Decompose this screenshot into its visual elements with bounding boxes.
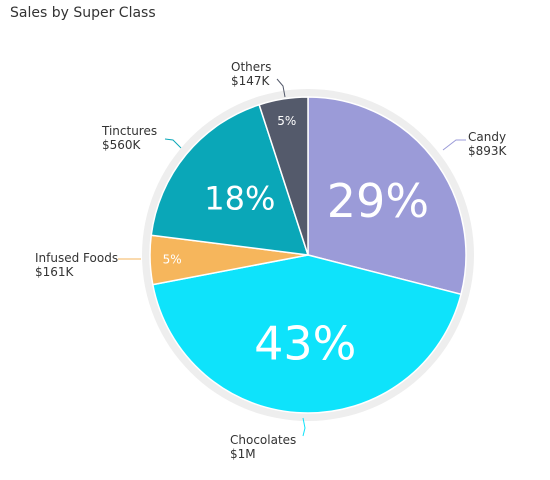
callout-value-others: $147K bbox=[231, 74, 271, 88]
callout-line-chocolates bbox=[302, 417, 306, 437]
pie-slice-percent-tinctures: 18% bbox=[204, 180, 275, 218]
callout-label-chocolates: Chocolates bbox=[230, 433, 296, 447]
pie-percent-labels: 29% 43% 5% 18% 5% bbox=[163, 114, 429, 371]
chart-title: Sales by Super Class bbox=[10, 5, 156, 21]
callout-label-others: Others bbox=[231, 60, 271, 74]
callout-line-tinctures bbox=[164, 138, 182, 149]
pie-slice-percent-candy: 29% bbox=[327, 174, 429, 228]
pie-slice-candy[interactable] bbox=[307, 96, 467, 296]
callout-value-tinctures: $560K bbox=[102, 138, 142, 152]
pie-slice-tinctures[interactable] bbox=[150, 103, 310, 256]
callout-label-tinctures: Tinctures bbox=[101, 124, 157, 138]
pie-slices bbox=[149, 96, 467, 414]
pie-slice-chocolates[interactable] bbox=[151, 254, 462, 414]
callout-label-infused-foods: Infused Foods bbox=[35, 251, 118, 265]
callout-value-infused-foods: $161K bbox=[35, 265, 75, 279]
pie-callouts: Candy$893K Chocolates$1M Infused Foods$161… bbox=[35, 60, 508, 461]
callout-label-candy: Candy bbox=[468, 130, 506, 144]
callout-line-candy bbox=[442, 139, 466, 151]
callout-line-others bbox=[276, 78, 286, 98]
pie-slice-percent-chocolates: 43% bbox=[254, 316, 356, 370]
callout-value-chocolates: $1M bbox=[230, 447, 256, 461]
pie-slice-others[interactable] bbox=[258, 96, 309, 256]
pie-slice-percent-others: 5% bbox=[277, 114, 296, 128]
pie-slice-percent-infused-foods: 5% bbox=[163, 252, 182, 266]
callout-value-candy: $893K bbox=[468, 144, 508, 158]
